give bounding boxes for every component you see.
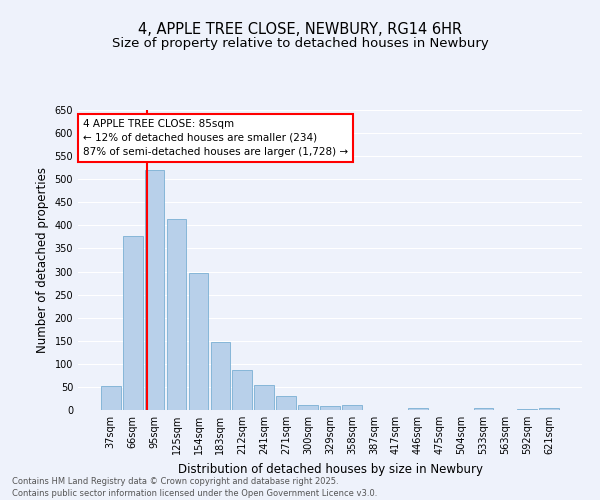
Bar: [211, 342, 230, 410]
Bar: [145, 170, 164, 410]
Y-axis label: Number of detached properties: Number of detached properties: [36, 167, 49, 353]
Bar: [101, 386, 121, 410]
Bar: [232, 370, 252, 410]
Bar: [320, 406, 340, 410]
Text: Contains HM Land Registry data © Crown copyright and database right 2025.
Contai: Contains HM Land Registry data © Crown c…: [12, 476, 377, 498]
Text: 4 APPLE TREE CLOSE: 85sqm
← 12% of detached houses are smaller (234)
87% of semi: 4 APPLE TREE CLOSE: 85sqm ← 12% of detac…: [83, 119, 348, 157]
Bar: [167, 220, 187, 410]
Bar: [539, 408, 559, 410]
Text: 4, APPLE TREE CLOSE, NEWBURY, RG14 6HR: 4, APPLE TREE CLOSE, NEWBURY, RG14 6HR: [138, 22, 462, 38]
X-axis label: Distribution of detached houses by size in Newbury: Distribution of detached houses by size …: [178, 462, 482, 475]
Text: Size of property relative to detached houses in Newbury: Size of property relative to detached ho…: [112, 38, 488, 51]
Bar: [517, 408, 537, 410]
Bar: [254, 384, 274, 410]
Bar: [188, 273, 208, 410]
Bar: [473, 408, 493, 410]
Bar: [342, 405, 362, 410]
Bar: [123, 236, 143, 410]
Bar: [276, 396, 296, 410]
Bar: [298, 405, 318, 410]
Bar: [408, 408, 428, 410]
